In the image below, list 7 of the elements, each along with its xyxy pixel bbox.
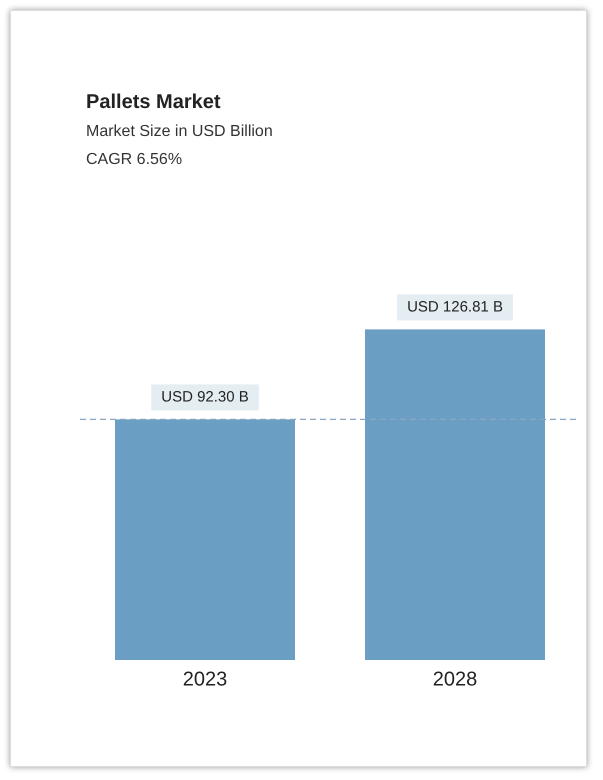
- chart-subtitle: Market Size in USD Billion: [86, 123, 273, 141]
- text: CAGR 6.56%: [86, 151, 182, 169]
- x-tick-label: 2023: [182, 668, 228, 691]
- x-tick-label: 2028: [432, 668, 478, 691]
- data-label: USD 126.81 B: [407, 298, 503, 316]
- chart-title: Pallets Market: [86, 91, 221, 114]
- data-label: USD 92.30 B: [161, 388, 249, 406]
